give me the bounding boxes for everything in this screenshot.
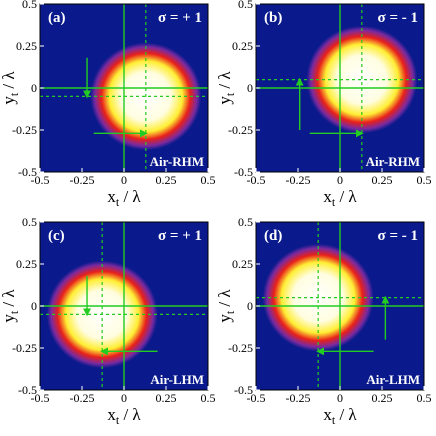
x-tick-label: 0.5 xyxy=(201,391,216,405)
y-tick-label: -0.25 xyxy=(12,341,37,355)
x-tick-label: -0.5 xyxy=(31,391,50,405)
panel-label: (a) xyxy=(48,10,66,26)
y-tick-label: -0.5 xyxy=(18,165,37,179)
sigma-label: σ = - 1 xyxy=(378,228,418,244)
y-tick-label: 0.25 xyxy=(16,39,37,53)
y-tick-label: 0 xyxy=(31,81,37,95)
y-tick-label: 0.25 xyxy=(232,39,253,53)
beam-spot xyxy=(306,25,418,134)
x-tick-label: 0.5 xyxy=(417,173,432,187)
x-axis-label: xt / λ xyxy=(323,187,357,209)
y-tick-label: 0.5 xyxy=(22,215,37,229)
x-tick-label: -0.25 xyxy=(286,391,311,405)
x-tick-label: 0.25 xyxy=(156,391,177,405)
x-tick-label: -0.5 xyxy=(247,173,266,187)
y-tick-label: 0 xyxy=(31,299,37,313)
y-tick-label: -0.25 xyxy=(12,123,37,137)
panel-label: (c) xyxy=(48,228,65,244)
y-tick-label: 0 xyxy=(247,81,253,95)
y-tick-label: 0.25 xyxy=(16,257,37,271)
x-tick-label: 0 xyxy=(121,391,127,405)
y-tick-label: -0.25 xyxy=(228,123,253,137)
medium-label: Air-RHM xyxy=(150,154,204,169)
y-tick-label: -0.5 xyxy=(18,383,37,397)
panel-label: (b) xyxy=(264,10,282,26)
x-axis-label: xt / λ xyxy=(107,405,141,427)
x-tick-label: 0 xyxy=(121,173,127,187)
x-tick-label: 0 xyxy=(337,391,343,405)
x-tick-label: 0.5 xyxy=(201,173,216,187)
y-axis-label: yt / λ xyxy=(0,71,21,105)
x-tick-label: 0.25 xyxy=(372,173,393,187)
x-tick-label: -0.25 xyxy=(70,391,95,405)
x-axis-label: xt / λ xyxy=(107,187,141,209)
panel-2: -0.5-0.5 -0.25 -0.25 0 0 0.25 0.25 0.5 0.5 xt / λ… xyxy=(215,0,432,209)
medium-label: Air-RHM xyxy=(366,154,420,169)
x-tick-label: 0.25 xyxy=(372,391,393,405)
x-tick-label: 0 xyxy=(337,173,343,187)
y-tick-label: -0.5 xyxy=(234,383,253,397)
panel-3: -0.5-0.5 -0.25 -0.25 0 0 0.25 0.25 0.5 0.5 xt / λ… xyxy=(0,215,216,427)
y-tick-label: 0.5 xyxy=(238,215,253,229)
x-axis-label: xt / λ xyxy=(323,405,357,427)
medium-label: Air-LHM xyxy=(366,372,420,387)
sigma-label: σ = + 1 xyxy=(158,228,202,244)
y-axis-label: yt / λ xyxy=(215,71,237,105)
sigma-label: σ = + 1 xyxy=(158,10,202,26)
panel-1: -0.5-0.5 -0.25 -0.25 0 0 0.25 0.25 0.5 0.5 xt / λ… xyxy=(0,0,216,209)
y-tick-label: -0.25 xyxy=(228,341,253,355)
panel-label: (d) xyxy=(264,228,282,244)
x-tick-label: -0.25 xyxy=(70,173,95,187)
y-tick-label: 0.5 xyxy=(238,0,253,11)
x-tick-label: 0.5 xyxy=(417,391,432,405)
y-tick-label: -0.5 xyxy=(234,165,253,179)
medium-label: Air-LHM xyxy=(150,372,204,387)
y-tick-label: 0.5 xyxy=(22,0,37,11)
y-axis-label: yt / λ xyxy=(215,289,237,323)
x-tick-label: 0.25 xyxy=(156,173,177,187)
x-tick-label: -0.25 xyxy=(286,173,311,187)
sigma-label: σ = - 1 xyxy=(378,10,418,26)
x-tick-label: -0.5 xyxy=(31,173,50,187)
panel-4: -0.5-0.5 -0.25 -0.25 0 0 0.25 0.25 0.5 0.5 xt / λ… xyxy=(215,215,432,427)
x-tick-label: -0.5 xyxy=(247,391,266,405)
y-tick-label: 0 xyxy=(247,299,253,313)
y-axis-label: yt / λ xyxy=(0,289,21,323)
y-tick-label: 0.25 xyxy=(232,257,253,271)
